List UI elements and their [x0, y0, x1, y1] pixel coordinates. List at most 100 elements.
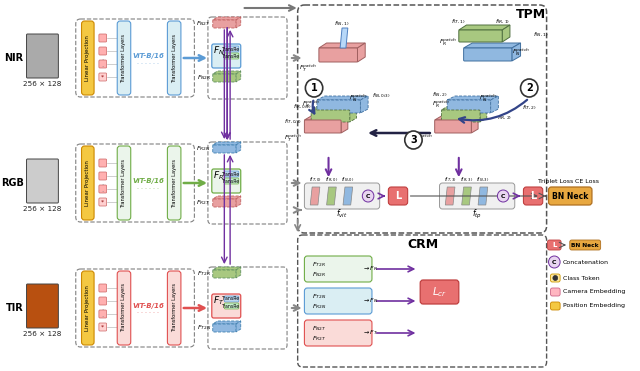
Text: · · · · · ·: · · · · · · — [137, 311, 159, 315]
Polygon shape — [319, 43, 365, 48]
Text: Transformer Layers: Transformer Layers — [122, 158, 127, 207]
Polygon shape — [461, 187, 471, 205]
Text: *: * — [101, 325, 104, 329]
Text: *: * — [101, 75, 104, 79]
Text: $\rightarrow F_T$: $\rightarrow F_T$ — [362, 329, 378, 338]
Text: $F_R$: $F_R$ — [213, 170, 224, 182]
Text: $F_{N2R}$: $F_{N2R}$ — [196, 73, 211, 82]
Text: Linear Projection: Linear Projection — [85, 35, 90, 81]
Text: $L_{cr}$: $L_{cr}$ — [432, 285, 447, 299]
FancyBboxPatch shape — [81, 21, 94, 95]
FancyBboxPatch shape — [168, 21, 181, 95]
Text: C: C — [501, 194, 506, 198]
Polygon shape — [236, 321, 241, 332]
Text: L: L — [530, 191, 536, 201]
Text: $f_{tp}$: $f_{tp}$ — [472, 207, 482, 220]
Text: $F_R^{patch}$: $F_R^{patch}$ — [433, 98, 451, 110]
Polygon shape — [212, 196, 241, 199]
Text: $f_{(R,1)}$: $f_{(R,1)}$ — [495, 18, 510, 26]
Text: $f_{vit}$: $f_{vit}$ — [336, 208, 348, 220]
Text: $f_{(T,0/3)}$: $f_{(T,0/3)}$ — [284, 118, 303, 126]
Polygon shape — [310, 187, 320, 205]
FancyBboxPatch shape — [117, 21, 131, 95]
Text: Transformer Layers: Transformer Layers — [122, 283, 127, 332]
Text: $F_N$: $F_N$ — [212, 45, 225, 57]
FancyBboxPatch shape — [99, 34, 107, 42]
FancyBboxPatch shape — [99, 172, 107, 180]
FancyBboxPatch shape — [311, 110, 350, 122]
FancyBboxPatch shape — [99, 310, 107, 318]
Polygon shape — [491, 96, 499, 113]
Circle shape — [497, 190, 509, 202]
FancyBboxPatch shape — [305, 183, 380, 209]
Text: TransRe: TransRe — [222, 46, 240, 52]
Polygon shape — [236, 71, 241, 82]
Circle shape — [548, 256, 560, 268]
FancyBboxPatch shape — [212, 169, 241, 193]
Text: $F_{N2R}$: $F_{N2R}$ — [312, 270, 326, 279]
Circle shape — [404, 131, 422, 149]
Polygon shape — [236, 267, 241, 278]
Text: TransRe: TransRe — [222, 53, 240, 59]
Text: Triplet Loss: Triplet Loss — [538, 178, 573, 184]
Polygon shape — [480, 106, 487, 122]
FancyBboxPatch shape — [524, 187, 543, 205]
Polygon shape — [305, 116, 348, 120]
FancyBboxPatch shape — [168, 146, 181, 220]
Polygon shape — [350, 106, 356, 122]
Text: ·
·: · · — [102, 57, 104, 70]
FancyBboxPatch shape — [81, 146, 94, 220]
Text: $F_N^{patch}$: $F_N^{patch}$ — [349, 92, 367, 104]
Polygon shape — [459, 25, 510, 30]
FancyBboxPatch shape — [550, 288, 560, 296]
FancyBboxPatch shape — [212, 74, 236, 82]
Text: $F_T^{patch}$: $F_T^{patch}$ — [299, 62, 317, 74]
Polygon shape — [478, 187, 488, 205]
FancyBboxPatch shape — [225, 303, 239, 309]
FancyBboxPatch shape — [225, 46, 239, 52]
Text: Transformer Layers: Transformer Layers — [172, 33, 177, 82]
FancyBboxPatch shape — [548, 187, 592, 205]
Text: $\rightarrow F_N$: $\rightarrow F_N$ — [362, 296, 379, 305]
Polygon shape — [471, 116, 478, 133]
Text: 2: 2 — [526, 83, 532, 93]
Text: $F_R^{patch}$: $F_R^{patch}$ — [439, 36, 457, 48]
Text: Class Token: Class Token — [563, 276, 600, 280]
Text: Position Embedding: Position Embedding — [563, 303, 625, 309]
Text: Transformer Layers: Transformer Layers — [122, 33, 127, 82]
Polygon shape — [236, 17, 241, 28]
FancyBboxPatch shape — [212, 324, 236, 332]
FancyBboxPatch shape — [99, 73, 107, 81]
Text: TIR: TIR — [6, 303, 24, 313]
FancyBboxPatch shape — [317, 100, 360, 113]
Text: 3: 3 — [410, 135, 417, 145]
Text: 256 × 128: 256 × 128 — [23, 81, 61, 87]
Polygon shape — [512, 43, 520, 61]
Text: RGB: RGB — [1, 178, 24, 188]
FancyBboxPatch shape — [81, 271, 94, 345]
Text: TransRe: TransRe — [222, 171, 240, 177]
Polygon shape — [445, 187, 455, 205]
FancyBboxPatch shape — [99, 47, 107, 55]
Text: Linear Projection: Linear Projection — [85, 160, 90, 206]
FancyBboxPatch shape — [117, 271, 131, 345]
Text: CRM: CRM — [408, 237, 438, 250]
Text: C: C — [366, 194, 371, 198]
FancyBboxPatch shape — [435, 120, 471, 133]
Text: $f_{(T,1)}$: $f_{(T,1)}$ — [451, 18, 467, 26]
FancyBboxPatch shape — [99, 323, 107, 331]
FancyBboxPatch shape — [212, 270, 236, 278]
Text: CE Loss: CE Loss — [575, 178, 599, 184]
Text: $f_{(N,1)}$: $f_{(N,1)}$ — [533, 31, 548, 39]
Text: $f_{(N,0)}$: $f_{(N,0)}$ — [341, 176, 355, 184]
Text: $F_{N2T}$: $F_{N2T}$ — [196, 20, 211, 29]
Text: $F_{T2N}$: $F_{T2N}$ — [312, 293, 326, 302]
FancyBboxPatch shape — [225, 53, 239, 59]
Text: BN Neck: BN Neck — [572, 243, 599, 247]
Polygon shape — [317, 96, 368, 100]
Polygon shape — [212, 267, 241, 270]
Text: 1: 1 — [310, 83, 317, 93]
FancyBboxPatch shape — [99, 284, 107, 292]
FancyBboxPatch shape — [305, 256, 372, 282]
FancyBboxPatch shape — [319, 48, 358, 62]
